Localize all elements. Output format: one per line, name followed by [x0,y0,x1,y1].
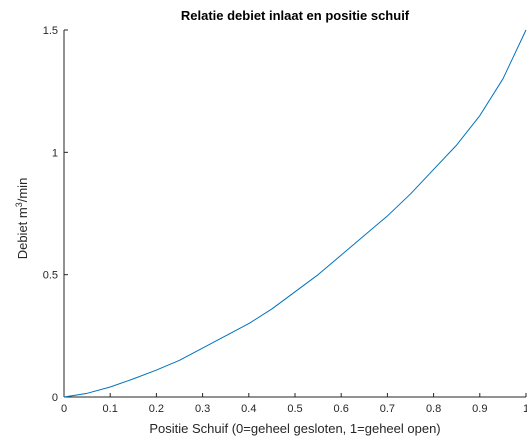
x-tick-label: 0.9 [472,403,487,415]
y-axis-label-superscript: 3 [14,202,24,207]
x-tick-label: 0.7 [380,403,395,415]
x-tick-label: 0.4 [241,403,256,415]
x-tick-label: 0.8 [426,403,441,415]
y-tick-label: 1.5 [43,25,58,37]
x-tick-label: 0.3 [195,403,210,415]
y-axis-label-suffix: /min [15,178,30,203]
y-tick-label: 0 [52,392,58,404]
y-axis-label: Debiet m3/min [14,178,30,260]
series-line [63,29,527,398]
series-lines [63,29,527,398]
y-axis-label-base: Debiet m [15,207,30,259]
y-tick-label: 0.5 [43,270,58,282]
axes: 0 0.1 0.2 0.3 0.4 0.5 0.6 0.7 0.8 0.9 1 0 0.5 1 1.5 [43,25,527,415]
x-tick-label: 0.5 [287,403,302,415]
x-axis-label: Positie Schuif (0=geheel gesloten, 1=geh… [149,421,440,436]
x-tick-label: 0.2 [149,403,164,415]
x-tick-label: 0.1 [103,403,118,415]
x-tick-label: 1 [523,403,527,415]
x-tick-label: 0 [61,403,67,415]
chart-title: Relatie debiet inlaat en positie schuif [181,8,410,23]
y-tick-label: 1 [52,147,58,159]
x-tick-label: 0.6 [334,403,349,415]
